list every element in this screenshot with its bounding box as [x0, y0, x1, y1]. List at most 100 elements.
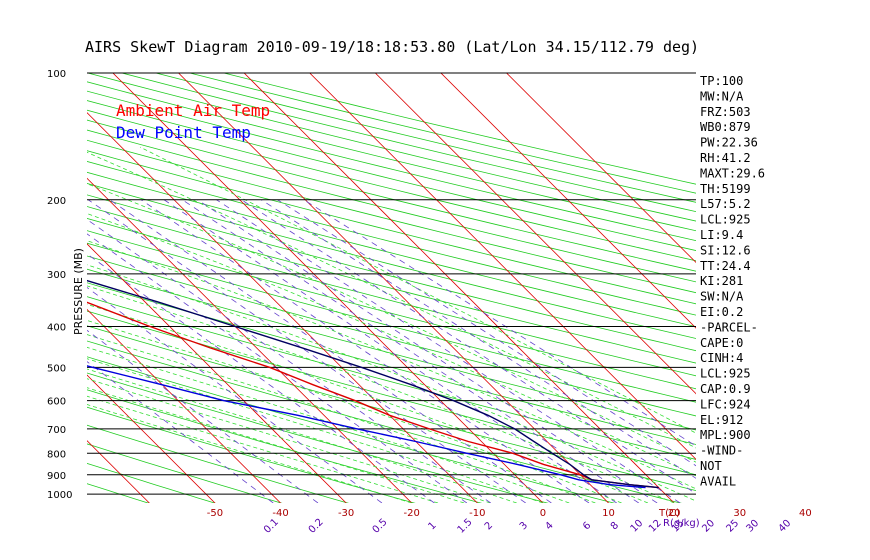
isotherm-line [87, 308, 282, 503]
pressure-tick-label: 400 [47, 323, 66, 334]
stability-index-item: SW:N/A [700, 290, 744, 304]
stability-index-item: LFC:924 [700, 397, 751, 411]
mixing-ratio-line [241, 199, 696, 495]
pressure-tick-label: 600 [47, 397, 66, 408]
dry-adiabat-line [0, 0, 40, 512]
stability-index-item: SI:12.6 [700, 243, 751, 257]
stability-index-item: LCL:925 [700, 367, 751, 381]
stability-index-item: CAP:0.9 [700, 382, 751, 396]
bottom-temp-tick-label: 20 [668, 508, 681, 519]
isobars [87, 72, 696, 495]
stability-index-item: MW:N/A [700, 89, 744, 103]
bottom-temp-tick-label: 10 [602, 508, 615, 519]
stability-index-item: L57:5.2 [700, 197, 751, 211]
mixing-ratio-tick-label: 3 [518, 520, 530, 532]
stability-index-item: -PARCEL- [700, 320, 758, 334]
moist-adiabat-line [87, 320, 622, 503]
stability-index-item: EL:912 [700, 413, 743, 427]
dry-adiabat-line [87, 443, 283, 503]
dry-adiabat-line [87, 129, 696, 283]
dry-adiabat-line [87, 206, 696, 364]
mixing-ratio-line [303, 199, 696, 447]
mixing-ratio-line [163, 199, 617, 503]
moist-adiabat-line [87, 183, 696, 463]
isotherm-line [374, 73, 696, 395]
dry-adiabat-line [87, 406, 416, 503]
mixing-ratio-line [109, 199, 552, 503]
dry-adiabat-line [87, 90, 696, 242]
dry-adiabat-line [87, 424, 350, 503]
dry-adiabat-line [87, 242, 696, 403]
pressure-tick-label: 100 [47, 69, 66, 80]
dry-adiabat-line [87, 389, 483, 503]
stability-index-item: CAPE:0 [700, 336, 743, 350]
mixing-ratio-axis: 0.1 0.2 0.5 1 1.5 2 3 4 6 8 10 12 15 20 25 30 40 [262, 517, 793, 536]
isotherm-line [87, 243, 347, 503]
mixing-ratio-tick-label: 1.5 [456, 517, 475, 536]
dry-adiabat-line [87, 161, 696, 316]
stability-index-item: AVAIL [700, 474, 736, 488]
dry-adiabat-line [87, 310, 696, 476]
isotherm-line [440, 73, 696, 329]
stability-index-item: WB0:879 [700, 120, 751, 134]
dry-adiabat-line [87, 150, 696, 305]
dry-adiabat-line [87, 356, 616, 503]
dry-adiabat-line [87, 282, 696, 445]
ambient-air-temp-line [87, 301, 659, 489]
stability-index-item: MPL:900 [700, 428, 751, 442]
dry-adiabat-line [87, 139, 696, 294]
pressure-axis: 100 200 300 400 500 600 700 800 900 1000 [47, 69, 72, 501]
mixing-ratio-lines [87, 199, 696, 503]
stability-index-item: MAXT:29.6 [700, 166, 765, 180]
mixing-ratio-tick-label: 12 [647, 518, 664, 535]
dry-adiabat-line [87, 119, 696, 272]
stability-index-item: NOT [700, 459, 722, 473]
stability-index-item: KI:281 [700, 274, 743, 288]
dry-adiabat-line [87, 194, 696, 352]
pressure-tick-label: 300 [47, 270, 66, 281]
mixing-ratio-line [260, 199, 696, 479]
stability-index-item: TP:100 [700, 74, 743, 88]
dry-adiabat-line [87, 325, 696, 492]
mixing-ratio-line [87, 233, 468, 503]
dry-adiabat-line [87, 255, 696, 417]
pressure-tick-label: 900 [47, 471, 66, 482]
mixing-ratio-tick-label: 2 [483, 520, 495, 532]
stability-index-item: LCL:925 [700, 213, 751, 227]
stability-index-item: RH:41.2 [700, 151, 751, 165]
stability-index-item: PW:22.36 [700, 136, 758, 150]
mixing-ratio-line [87, 218, 491, 503]
mixing-ratio-tick-label: 10 [629, 518, 646, 535]
bottom-temp-tick-label: -20 [404, 508, 420, 519]
bottom-temp-tick-label: -50 [207, 508, 223, 519]
mixing-ratio-line [87, 329, 319, 503]
mixing-ratio-tick-label: 0.2 [307, 517, 326, 536]
mixing-ratio-tick-label: 30 [744, 518, 761, 535]
dry-adiabat-line [87, 109, 696, 262]
isotherm-line [177, 73, 610, 503]
stability-index-item: FRZ:503 [700, 105, 751, 119]
temp-unit-label: T(C) [658, 508, 680, 519]
dry-adiabat-line [87, 81, 696, 232]
mixing-ratio-tick-label: 4 [543, 520, 555, 532]
pressure-tick-label: 1000 [47, 490, 72, 501]
dry-adiabat-line [87, 171, 696, 328]
dry-adiabat-line [87, 100, 696, 251]
mixing-ratio-line [182, 199, 639, 503]
bottom-temp-tick-label: 0 [540, 508, 546, 519]
legend-ambient-air-temp: Ambient Air Temp [116, 101, 270, 120]
isotherm-line [87, 112, 478, 503]
bottom-temp-tick-label: -40 [272, 508, 288, 519]
mixing-ratio-tick-label: 6 [581, 520, 593, 532]
stability-index-item: -WIND- [700, 444, 743, 458]
stability-index-item: TH:5199 [700, 182, 751, 196]
bottom-temp-tick-label: -10 [469, 508, 485, 519]
mixing-ratio-unit-label: R(g/kg) [663, 518, 700, 529]
stability-index-item: EI:0.2 [700, 305, 743, 319]
mixing-ratio-line [216, 199, 681, 503]
bottom-temperature-axis: -50 -40 -30 -20 -10 0 10 20 30 40 [207, 508, 812, 519]
bottom-temp-tick-label: 40 [799, 508, 812, 519]
dry-adiabat-line [87, 218, 696, 377]
